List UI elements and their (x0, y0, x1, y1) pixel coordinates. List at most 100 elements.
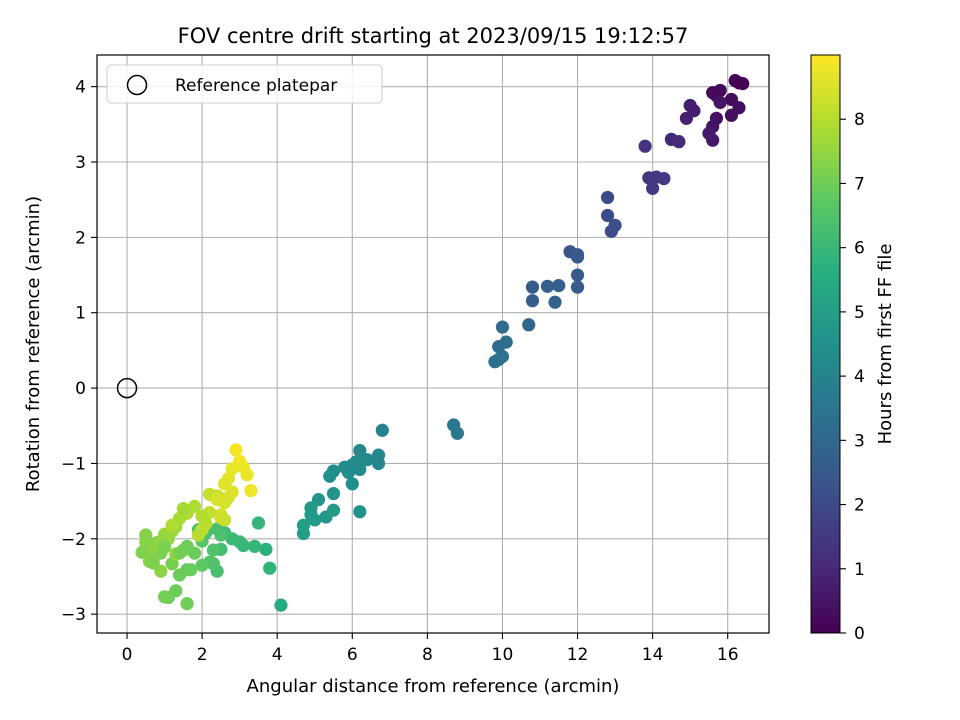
y-tick-label: 2 (75, 228, 86, 248)
colorbar-tick-label: 6 (854, 239, 865, 259)
data-point (195, 558, 209, 572)
data-point (135, 545, 149, 559)
y-tick-label: −2 (61, 530, 86, 550)
data-point (540, 279, 555, 293)
data-point (657, 171, 671, 186)
data-point (353, 462, 367, 477)
data-point (184, 563, 198, 577)
data-point (672, 135, 686, 149)
y-tick-label: −1 (61, 454, 86, 474)
data-point (736, 77, 750, 91)
data-point (522, 318, 536, 332)
data-point (713, 95, 727, 110)
x-axis-label: Angular distance from reference (arcmin) (247, 676, 620, 697)
x-tick-label: 12 (567, 645, 589, 665)
y-tick-label: 3 (75, 153, 86, 173)
data-point (724, 108, 739, 122)
data-points (135, 74, 750, 612)
legend-box (106, 64, 383, 104)
data-point (251, 516, 266, 530)
data-point (218, 513, 232, 527)
data-point (600, 190, 615, 205)
data-point (139, 528, 153, 542)
data-point (180, 597, 194, 611)
legend-label: Reference platepar (175, 76, 337, 96)
data-point (191, 528, 205, 542)
data-point (172, 568, 187, 582)
x-tick-label: 4 (272, 645, 283, 665)
data-point (240, 468, 254, 482)
data-point (296, 526, 311, 541)
colorbar-ticks: 0 1 2 3 4 5 6 7 8 (840, 110, 865, 644)
colorbar-gradient (810, 54, 841, 634)
data-point (210, 493, 224, 507)
data-point (195, 509, 209, 523)
legend-marker (126, 74, 148, 96)
data-point (525, 280, 540, 294)
x-tick-label: 10 (492, 645, 514, 665)
data-point (248, 539, 262, 553)
data-point (176, 502, 190, 516)
data-point (353, 444, 367, 458)
colorbar-label: Hours from first FF file (875, 244, 896, 445)
colorbar-tick-label: 7 (854, 174, 865, 194)
colorbar-tick-label: 5 (854, 303, 865, 323)
data-point (146, 556, 160, 570)
x-tick-label: 0 (122, 645, 133, 665)
data-point (495, 349, 510, 364)
data-point (323, 469, 337, 483)
data-point (525, 294, 540, 308)
data-point (499, 335, 513, 349)
data-point (263, 561, 277, 575)
colorbar-tick-label: 1 (854, 560, 865, 580)
x-tick-label: 14 (642, 645, 664, 665)
data-point (259, 542, 273, 556)
y-axis-ticks: −3 −2 −1 0 1 2 3 4 (61, 78, 97, 625)
x-tick-label: 16 (717, 645, 739, 665)
chart-title: FOV centre drift starting at 2023/09/15 … (178, 24, 689, 48)
data-point (304, 508, 318, 522)
data-point (157, 590, 172, 604)
colorbar-tick-label: 2 (854, 496, 865, 516)
data-point (371, 456, 386, 471)
x-axis-ticks: 0 2 4 6 8 10 12 14 16 (122, 633, 739, 665)
y-axis-label: Rotation from reference (arcmin) (23, 196, 44, 492)
x-tick-label: 6 (347, 645, 358, 665)
data-point (638, 139, 652, 153)
y-tick-label: 0 (75, 379, 86, 399)
data-point (353, 505, 367, 519)
y-tick-label: 4 (75, 78, 86, 98)
data-point (229, 443, 243, 457)
data-point (341, 465, 356, 480)
data-point (326, 503, 341, 517)
data-point (450, 426, 465, 440)
data-point (570, 268, 585, 282)
y-tick-label: 1 (75, 304, 86, 324)
data-point (157, 540, 172, 554)
data-point (608, 218, 622, 232)
x-tick-label: 8 (422, 645, 433, 665)
plot-frame (96, 54, 770, 634)
data-point (326, 486, 341, 501)
data-point (375, 423, 389, 437)
data-point (570, 280, 585, 294)
data-point (702, 126, 716, 140)
data-point (210, 522, 224, 536)
data-point (495, 320, 510, 334)
data-point (274, 598, 288, 612)
data-point (570, 248, 585, 262)
data-point (548, 295, 562, 309)
data-point (552, 278, 566, 293)
data-point (188, 546, 202, 560)
x-tick-label: 2 (197, 645, 208, 665)
data-point (206, 543, 220, 557)
data-point (165, 518, 179, 532)
data-point (679, 111, 694, 125)
legend: Reference platepar (106, 64, 383, 104)
reference-point-marker (116, 377, 138, 399)
data-point (646, 181, 660, 195)
colorbar: 0 1 2 3 4 5 6 7 8 Hours from first FF file (810, 54, 896, 644)
colorbar-tick-label: 0 (854, 624, 865, 644)
data-point (600, 208, 615, 223)
